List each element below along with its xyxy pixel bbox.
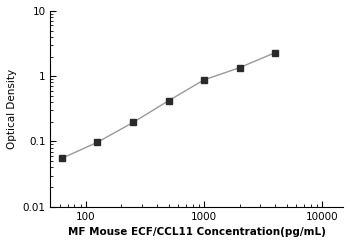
X-axis label: MF Mouse ECF/CCL11 Concentration(pg/mL): MF Mouse ECF/CCL11 Concentration(pg/mL) [68, 227, 326, 237]
Y-axis label: Optical Density: Optical Density [7, 69, 17, 149]
